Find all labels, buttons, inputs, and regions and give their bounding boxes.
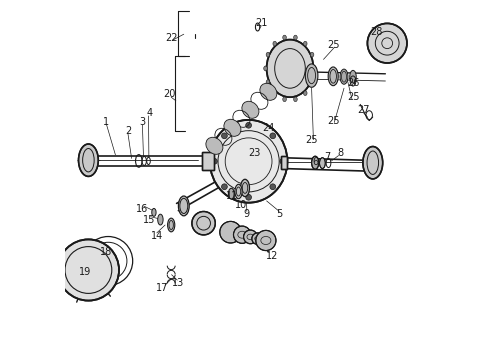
Text: 12: 12 [266, 251, 278, 261]
Text: 8: 8 [337, 148, 343, 158]
Ellipse shape [158, 214, 163, 225]
Circle shape [245, 194, 251, 200]
Ellipse shape [273, 41, 276, 46]
Ellipse shape [303, 91, 307, 95]
Ellipse shape [294, 97, 297, 102]
Circle shape [245, 122, 251, 128]
Text: 1: 1 [103, 117, 109, 127]
Circle shape [221, 133, 227, 139]
Text: 25: 25 [347, 92, 359, 102]
Ellipse shape [244, 230, 257, 244]
Ellipse shape [283, 97, 286, 102]
Ellipse shape [252, 233, 263, 244]
Ellipse shape [319, 158, 325, 168]
Text: 22: 22 [165, 33, 177, 43]
Text: 6: 6 [312, 157, 318, 167]
Ellipse shape [363, 147, 383, 179]
Ellipse shape [224, 119, 241, 136]
Text: 19: 19 [79, 267, 91, 277]
Polygon shape [281, 156, 288, 169]
Ellipse shape [192, 212, 215, 235]
Ellipse shape [210, 120, 287, 203]
Polygon shape [202, 152, 215, 170]
Ellipse shape [242, 101, 259, 118]
Text: 11: 11 [226, 191, 239, 201]
Text: 23: 23 [248, 148, 260, 158]
Ellipse shape [233, 226, 251, 243]
Ellipse shape [283, 35, 286, 40]
Text: 20: 20 [163, 89, 175, 99]
Ellipse shape [305, 64, 318, 87]
Text: 15: 15 [144, 215, 156, 225]
Ellipse shape [310, 80, 314, 85]
Text: 10: 10 [235, 200, 247, 210]
Ellipse shape [266, 80, 270, 85]
Ellipse shape [264, 66, 268, 71]
Circle shape [368, 23, 407, 63]
Ellipse shape [350, 71, 356, 83]
Ellipse shape [168, 218, 175, 232]
Text: 18: 18 [100, 247, 113, 257]
Text: 27: 27 [358, 105, 370, 115]
Text: 5: 5 [276, 209, 282, 219]
Text: 24: 24 [262, 123, 274, 133]
Text: 21: 21 [255, 18, 268, 28]
Ellipse shape [152, 208, 156, 216]
Text: 7: 7 [325, 152, 331, 162]
Ellipse shape [78, 144, 98, 176]
Ellipse shape [178, 196, 189, 216]
Ellipse shape [312, 156, 319, 169]
Text: 17: 17 [156, 283, 169, 293]
Text: 25: 25 [327, 116, 340, 126]
Ellipse shape [267, 40, 314, 97]
Text: 4: 4 [147, 108, 153, 118]
Ellipse shape [266, 52, 270, 57]
Circle shape [280, 158, 286, 164]
Circle shape [270, 184, 276, 190]
Text: 16: 16 [136, 204, 148, 214]
Text: 28: 28 [370, 27, 383, 37]
Ellipse shape [235, 184, 242, 199]
Ellipse shape [241, 179, 249, 197]
Circle shape [270, 133, 276, 139]
Text: 14: 14 [151, 231, 163, 241]
Ellipse shape [260, 83, 277, 100]
Text: 9: 9 [244, 209, 250, 219]
Ellipse shape [220, 221, 242, 243]
Ellipse shape [206, 137, 223, 154]
Ellipse shape [228, 188, 234, 199]
Ellipse shape [273, 91, 276, 95]
Ellipse shape [256, 230, 276, 251]
Text: 26: 26 [347, 78, 359, 88]
Ellipse shape [294, 35, 297, 40]
Text: 25: 25 [305, 135, 318, 145]
Ellipse shape [303, 41, 307, 46]
Circle shape [58, 239, 119, 301]
Text: 25: 25 [327, 40, 340, 50]
Text: 3: 3 [139, 117, 146, 127]
Circle shape [221, 184, 227, 190]
Text: 13: 13 [172, 278, 185, 288]
Circle shape [212, 158, 217, 164]
Ellipse shape [313, 66, 316, 71]
Ellipse shape [340, 69, 348, 84]
Text: 2: 2 [125, 126, 131, 136]
Ellipse shape [310, 52, 314, 57]
Ellipse shape [328, 67, 338, 86]
